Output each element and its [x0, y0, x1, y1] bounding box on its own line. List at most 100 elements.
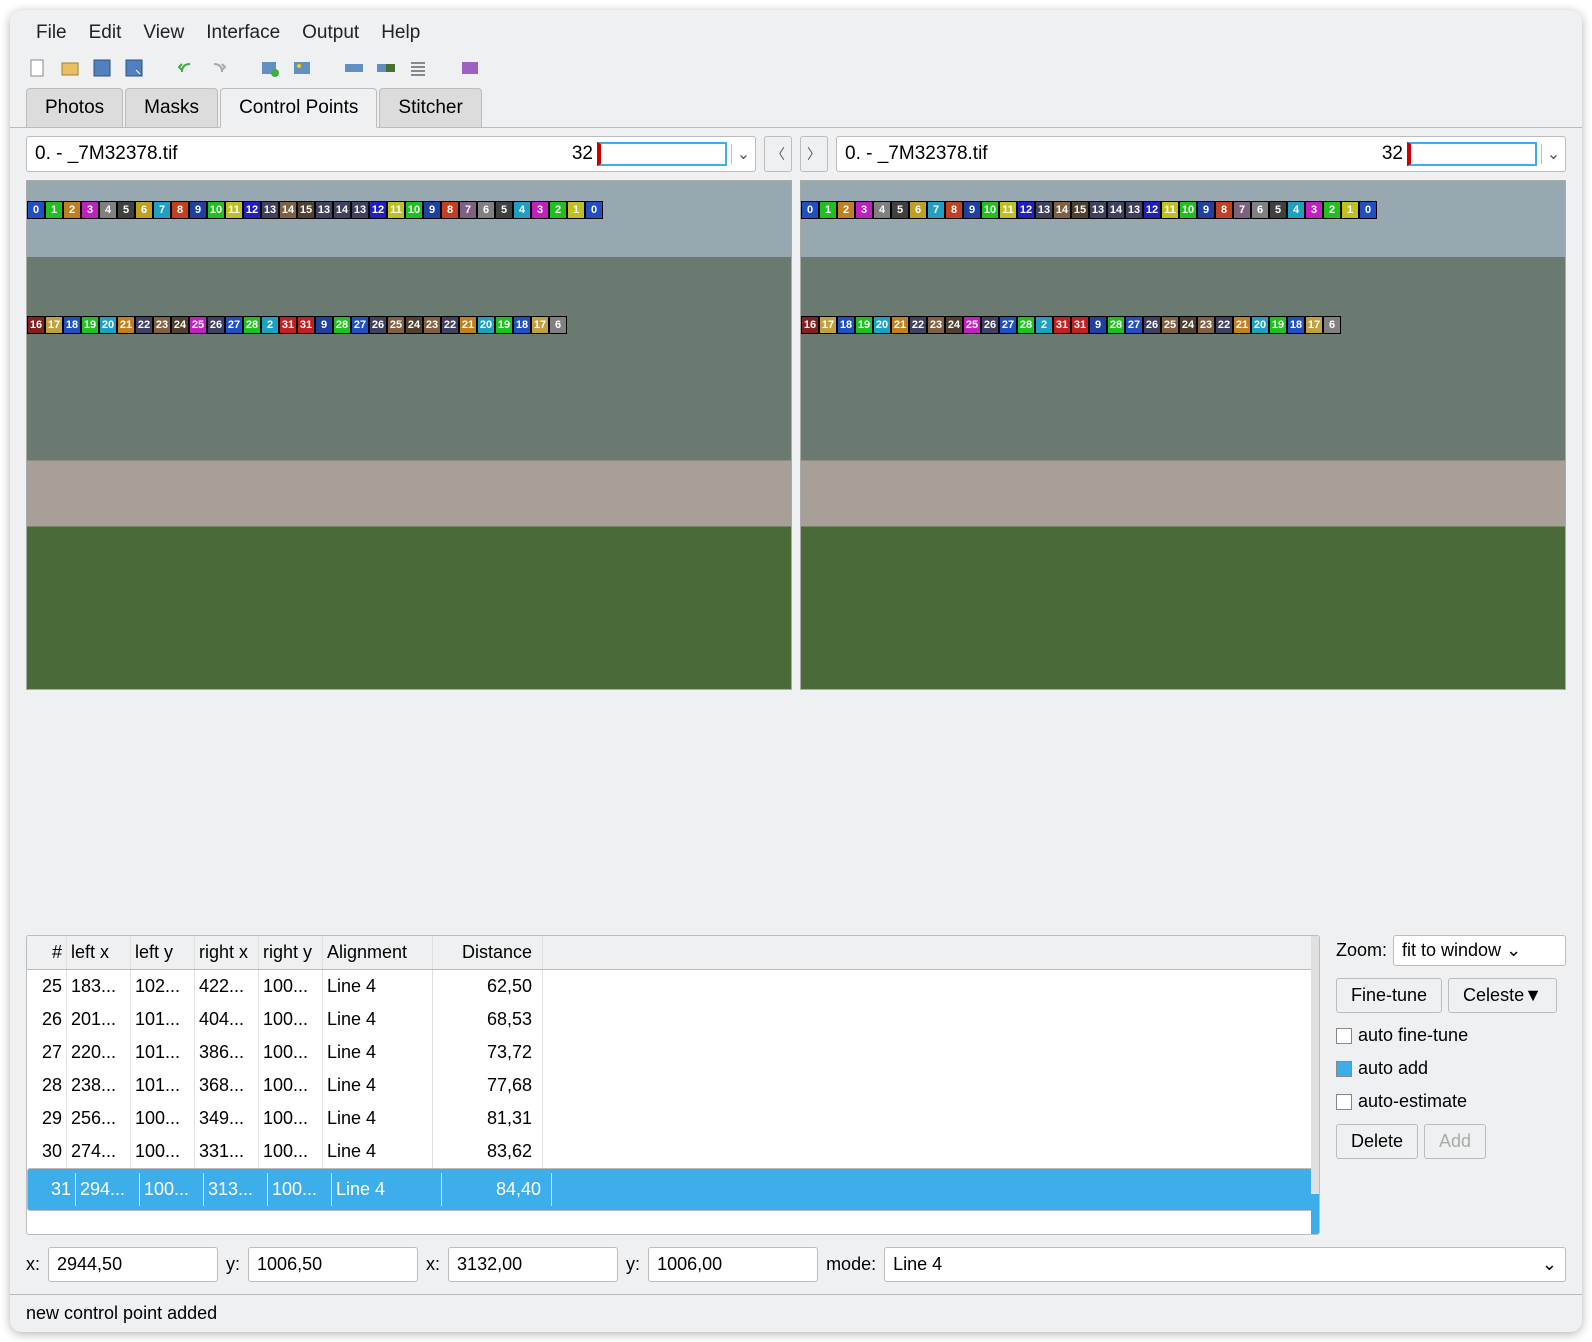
control-point-marker[interactable]: 17	[45, 316, 63, 334]
control-point-marker[interactable]: 14	[333, 201, 351, 219]
col-leftx[interactable]: left x	[67, 936, 131, 969]
control-point-marker[interactable]: 15	[1071, 201, 1089, 219]
control-point-marker[interactable]: 19	[855, 316, 873, 334]
col-rightx[interactable]: right x	[195, 936, 259, 969]
control-point-marker[interactable]: 8	[441, 201, 459, 219]
col-lefty[interactable]: left y	[131, 936, 195, 969]
control-point-marker[interactable]: 10	[1179, 201, 1197, 219]
control-point-marker[interactable]: 5	[117, 201, 135, 219]
control-point-marker[interactable]: 27	[1125, 316, 1143, 334]
open-icon[interactable]	[58, 56, 82, 80]
tab-stitcher[interactable]: Stitcher	[379, 88, 481, 127]
control-point-marker[interactable]: 24	[405, 316, 423, 334]
tab-control-points[interactable]: Control Points	[220, 88, 377, 128]
control-point-marker[interactable]: 21	[117, 316, 135, 334]
control-point-marker[interactable]: 31	[1071, 316, 1089, 334]
control-point-marker[interactable]: 13	[1089, 201, 1107, 219]
control-point-marker[interactable]: 25	[189, 316, 207, 334]
menu-edit[interactable]: Edit	[79, 18, 132, 48]
control-point-marker[interactable]: 5	[495, 201, 513, 219]
menu-help[interactable]: Help	[371, 18, 430, 48]
control-point-marker[interactable]: 25	[1161, 316, 1179, 334]
table-scrollbar[interactable]	[1311, 936, 1319, 1234]
control-point-marker[interactable]: 0	[27, 201, 45, 219]
control-point-marker[interactable]: 3	[855, 201, 873, 219]
control-point-marker[interactable]: 11	[225, 201, 243, 219]
control-point-marker[interactable]: 0	[1359, 201, 1377, 219]
table-row[interactable]: 28238...101...368...100...Line 477,68	[27, 1069, 1319, 1102]
control-point-marker[interactable]: 1	[819, 201, 837, 219]
prev-image-button[interactable]: 〈	[764, 136, 792, 172]
pano-icon[interactable]	[342, 56, 366, 80]
control-point-marker[interactable]: 4	[513, 201, 531, 219]
menu-output[interactable]: Output	[292, 18, 369, 48]
control-point-marker[interactable]: 7	[153, 201, 171, 219]
control-point-marker[interactable]: 2	[549, 201, 567, 219]
control-point-marker[interactable]: 13	[351, 201, 369, 219]
control-point-marker[interactable]: 20	[873, 316, 891, 334]
right-image-name[interactable]	[837, 139, 1378, 169]
y1-input[interactable]	[248, 1247, 418, 1282]
control-point-marker[interactable]: 6	[1251, 201, 1269, 219]
left-image-panel[interactable]: 0123456789101112131415131413121110987654…	[26, 180, 792, 690]
next-image-button[interactable]: 〉	[800, 136, 828, 172]
control-point-marker[interactable]: 9	[1089, 316, 1107, 334]
zoom-select[interactable]: fit to window ⌄	[1393, 935, 1566, 966]
col-number[interactable]: #	[27, 936, 67, 969]
control-point-marker[interactable]: 27	[225, 316, 243, 334]
control-point-marker[interactable]: 21	[891, 316, 909, 334]
new-icon[interactable]	[26, 56, 50, 80]
control-point-marker[interactable]: 18	[1287, 316, 1305, 334]
control-point-marker[interactable]: 9	[963, 201, 981, 219]
control-point-marker[interactable]: 26	[981, 316, 999, 334]
control-point-marker[interactable]: 18	[63, 316, 81, 334]
control-point-marker[interactable]: 19	[495, 316, 513, 334]
control-point-marker[interactable]: 24	[1179, 316, 1197, 334]
right-image-panel[interactable]: 0123456789101112131415131413121110987654…	[800, 180, 1566, 690]
control-point-marker[interactable]: 4	[99, 201, 117, 219]
table-row[interactable]: 27220...101...386...100...Line 473,72	[27, 1036, 1319, 1069]
control-point-marker[interactable]: 7	[459, 201, 477, 219]
control-point-marker[interactable]: 3	[81, 201, 99, 219]
control-point-marker[interactable]: 21	[459, 316, 477, 334]
control-point-marker[interactable]: 1	[45, 201, 63, 219]
control-point-marker[interactable]: 20	[99, 316, 117, 334]
control-point-marker[interactable]: 2	[837, 201, 855, 219]
control-point-marker[interactable]: 6	[1323, 316, 1341, 334]
col-distance[interactable]: Distance	[433, 936, 543, 969]
auto-add-checkbox[interactable]: auto add	[1336, 1058, 1566, 1079]
table-row[interactable]: 25183...102...422...100...Line 462,50	[27, 970, 1319, 1003]
control-point-marker[interactable]: 6	[477, 201, 495, 219]
control-point-marker[interactable]: 2	[261, 316, 279, 334]
col-alignment[interactable]: Alignment	[323, 936, 433, 969]
control-point-marker[interactable]: 28	[1017, 316, 1035, 334]
control-point-marker[interactable]: 2	[63, 201, 81, 219]
control-point-marker[interactable]: 28	[333, 316, 351, 334]
control-point-marker[interactable]: 3	[1305, 201, 1323, 219]
control-point-marker[interactable]: 18	[837, 316, 855, 334]
control-point-marker[interactable]: 8	[171, 201, 189, 219]
control-point-marker[interactable]: 13	[261, 201, 279, 219]
control-point-marker[interactable]: 0	[585, 201, 603, 219]
redo-icon[interactable]	[206, 56, 230, 80]
tab-masks[interactable]: Masks	[125, 88, 218, 127]
control-point-marker[interactable]: 12	[369, 201, 387, 219]
control-point-marker[interactable]: 24	[171, 316, 189, 334]
control-point-marker[interactable]: 17	[819, 316, 837, 334]
control-point-marker[interactable]: 17	[531, 316, 549, 334]
control-point-marker[interactable]: 3	[531, 201, 549, 219]
control-point-marker[interactable]: 8	[945, 201, 963, 219]
control-point-marker[interactable]: 1	[567, 201, 585, 219]
control-point-marker[interactable]: 5	[1269, 201, 1287, 219]
control-point-marker[interactable]: 10	[981, 201, 999, 219]
left-image-name[interactable]	[27, 139, 568, 169]
control-point-marker[interactable]: 13	[1035, 201, 1053, 219]
saveas-icon[interactable]	[122, 56, 146, 80]
control-point-marker[interactable]: 6	[909, 201, 927, 219]
control-point-marker[interactable]: 21	[1233, 316, 1251, 334]
control-point-marker[interactable]: 9	[189, 201, 207, 219]
undo-icon[interactable]	[174, 56, 198, 80]
control-point-marker[interactable]: 5	[891, 201, 909, 219]
control-point-marker[interactable]: 27	[999, 316, 1017, 334]
delete-button[interactable]: Delete	[1336, 1124, 1418, 1159]
